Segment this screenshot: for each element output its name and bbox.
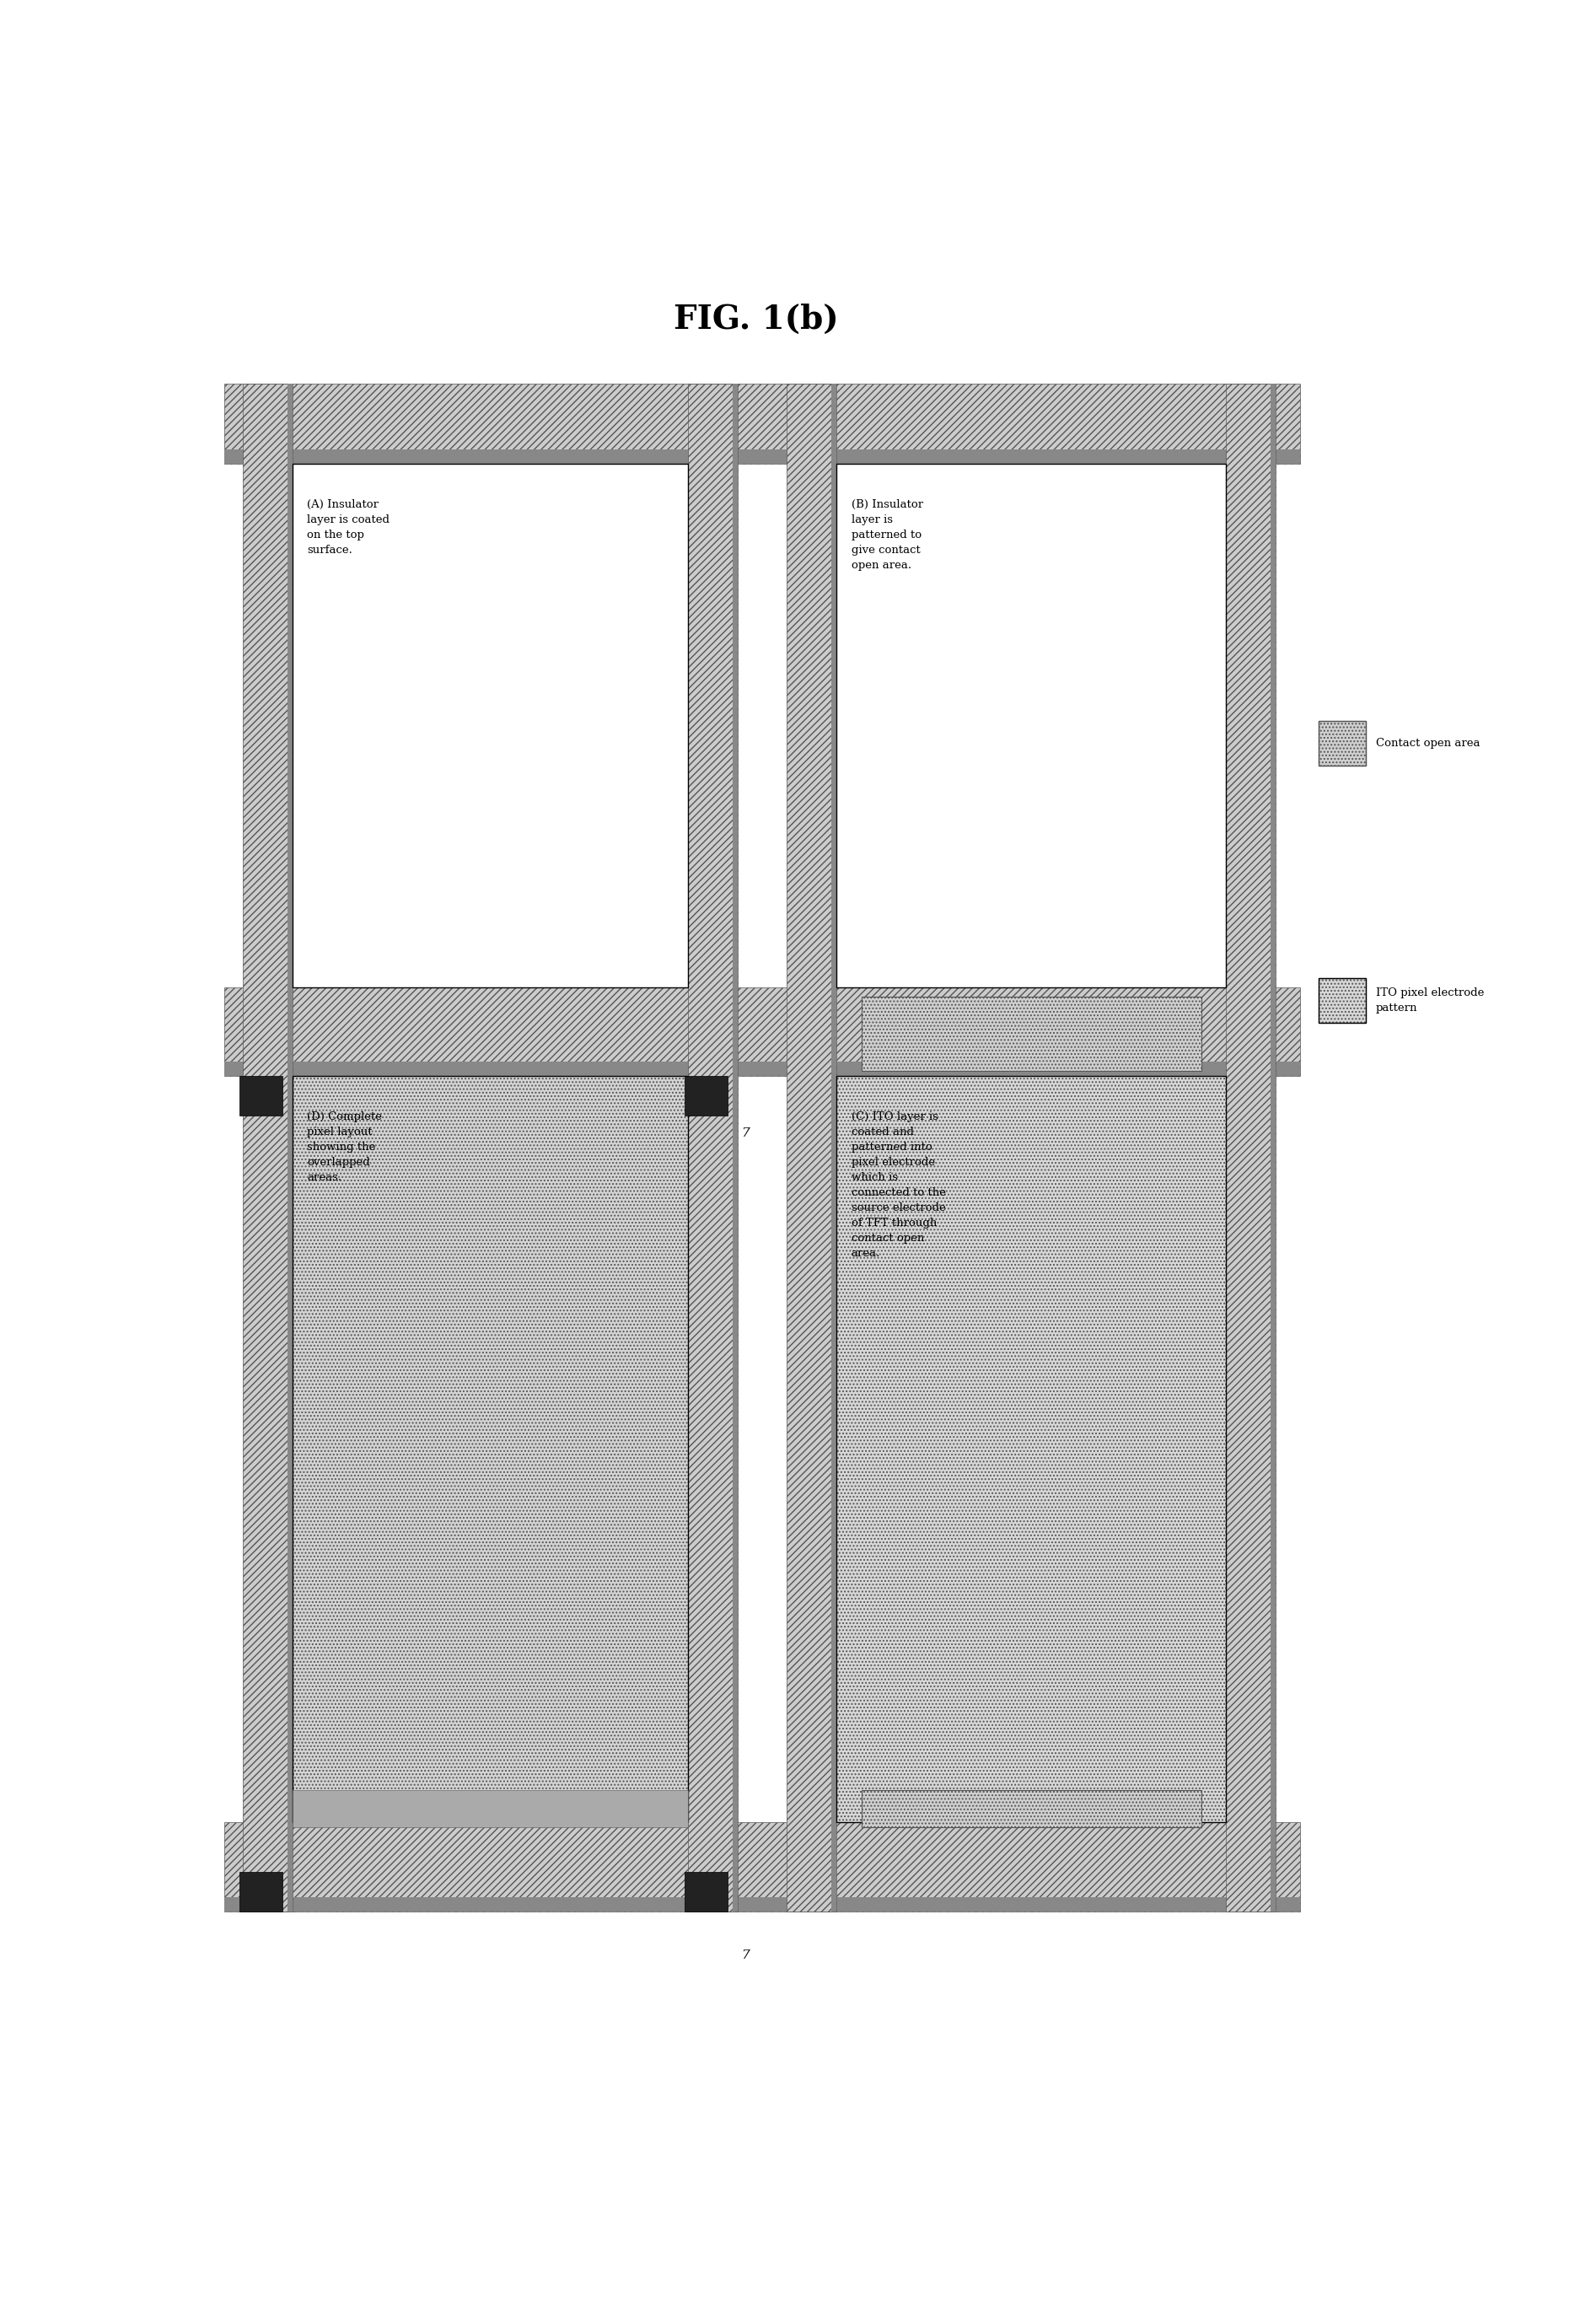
Bar	[862, 997, 1202, 1070]
Bar	[787, 383, 836, 1910]
Text: (D) Complete
pixel layout
showing the
overlapped
areas.: (D) Complete pixel layout showing the ov…	[306, 1112, 381, 1183]
Bar	[223, 1061, 1301, 1075]
Text: FIG. 1(b): FIG. 1(b)	[674, 305, 838, 335]
Bar	[1270, 383, 1275, 1910]
Bar	[685, 1075, 728, 1114]
Text: 7: 7	[741, 1128, 750, 1140]
Bar	[862, 1790, 1202, 1827]
Bar	[223, 450, 1301, 464]
Bar	[688, 383, 737, 1910]
Bar	[223, 1896, 1301, 1910]
Bar	[287, 383, 292, 1910]
Bar	[832, 383, 836, 1910]
Bar	[836, 1075, 1226, 1823]
Bar	[292, 1790, 688, 1827]
Bar	[862, 1790, 1202, 1827]
Bar	[239, 1075, 282, 1114]
Bar	[292, 1075, 688, 1823]
Text: (C) ITO layer is
coated and
patterned into
pixel electrode
which is
connected to: (C) ITO layer is coated and patterned in…	[851, 1112, 946, 1260]
Bar	[862, 997, 1202, 1070]
Bar	[243, 383, 292, 1910]
Bar	[685, 1871, 728, 1910]
Text: Contact open area: Contact open area	[1376, 738, 1479, 750]
Bar	[292, 1075, 688, 1823]
Bar	[1318, 978, 1366, 1022]
Bar	[1226, 383, 1275, 1910]
Bar	[223, 987, 1301, 1075]
Bar	[836, 1075, 1226, 1823]
Text: 7: 7	[741, 1949, 750, 1961]
Text: (A) Insulator
layer is coated
on the top
surface.: (A) Insulator layer is coated on the top…	[306, 498, 389, 556]
Bar	[1318, 978, 1366, 1022]
Bar	[223, 383, 1301, 464]
Bar	[1318, 720, 1366, 766]
Bar	[223, 1823, 1301, 1910]
Bar	[292, 464, 688, 987]
Text: (B) Insulator
layer is
patterned to
give contact
open area.: (B) Insulator layer is patterned to give…	[851, 498, 922, 570]
Text: ITO pixel electrode
pattern: ITO pixel electrode pattern	[1376, 987, 1484, 1013]
Bar	[733, 383, 737, 1910]
Bar	[239, 1871, 282, 1910]
Bar	[836, 464, 1226, 987]
Bar	[1318, 720, 1366, 766]
